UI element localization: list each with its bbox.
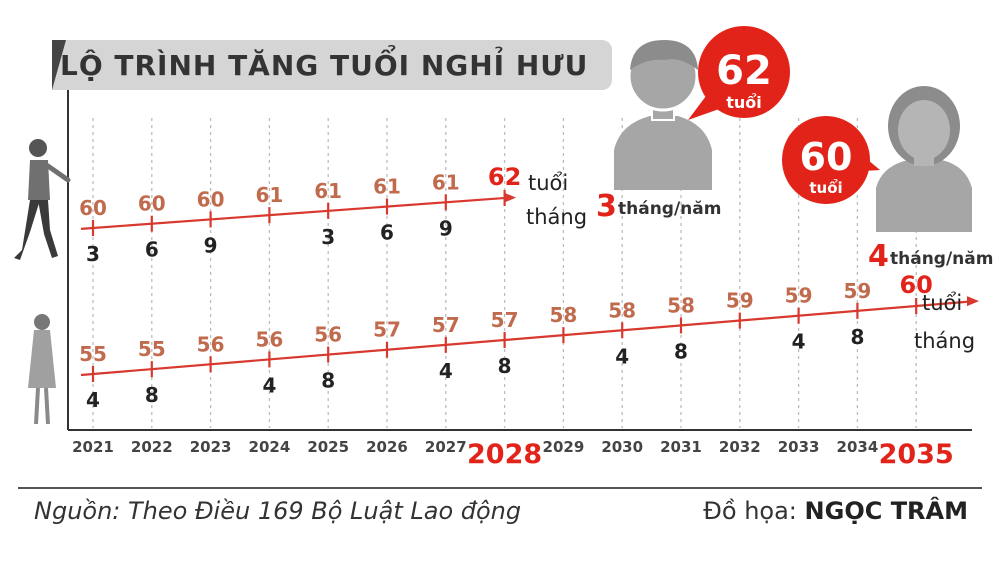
age-month-label: 9	[204, 233, 218, 257]
age-month-label: 3	[86, 242, 100, 266]
female-target-bubble: 60 tuổi	[782, 116, 880, 204]
x-tick-label: 2027	[425, 438, 467, 456]
age-year-label: 62	[488, 163, 521, 191]
x-tick-label: 2032	[719, 438, 761, 456]
age-year-label: 60	[138, 192, 166, 216]
man-avatar-icon	[614, 40, 712, 190]
age-year-label: 58	[608, 298, 636, 322]
unit-label-years: tuổi	[528, 171, 568, 195]
m-rate-unit: tháng/năm	[618, 199, 721, 219]
age-year-label: 56	[197, 332, 225, 356]
x-tick-label: 2030	[601, 438, 643, 456]
age-year-label: 55	[138, 337, 166, 361]
unit-label-years: tuổi	[922, 291, 962, 315]
f-rate-num: 4	[868, 239, 889, 274]
unit-label-months: tháng	[526, 205, 587, 229]
male-target-bubble: 62 tuổi	[688, 26, 790, 120]
m-bubble-age: 62	[716, 48, 772, 94]
line-arrow	[967, 296, 979, 307]
line-arrow	[504, 192, 516, 203]
f-bubble-age: 60	[800, 135, 853, 179]
x-tick-label: 2034	[837, 438, 879, 456]
age-year-label: 61	[373, 175, 401, 199]
age-month-label: 4	[792, 330, 806, 354]
m-bubble-unit: tuổi	[726, 93, 762, 112]
age-year-label: 60	[79, 196, 107, 220]
age-month-label: 4	[86, 388, 100, 412]
x-tick-labels: 2021 2022 2023 2024 2025 2026 2027 2028 2029 2030…	[72, 438, 954, 470]
age-year-label: 60	[197, 187, 225, 211]
man-walking-figure	[14, 139, 71, 260]
age-month-label: 8	[498, 354, 512, 378]
age-year-label: 59	[785, 284, 813, 308]
title-accent	[52, 40, 66, 90]
series-line	[80, 300, 976, 377]
x-tick-label: 2029	[543, 438, 585, 456]
age-month-label: 8	[321, 369, 335, 393]
age-year-label: 56	[255, 327, 283, 351]
x-tick-label: 2025	[307, 438, 349, 456]
age-month-label: 8	[674, 339, 688, 363]
x-tick-label: 2021	[72, 438, 114, 456]
age-month-label: 4	[262, 373, 276, 397]
woman-avatar-icon	[876, 86, 972, 232]
data-labels: tuổi tháng 60 3 60 6 60 9 61 61 3 61 6 61 9 62 tuổi tháng…	[79, 163, 975, 412]
x-tick-label: 2035	[879, 439, 954, 470]
age-year-label: 57	[491, 308, 519, 332]
age-year-label: 58	[549, 303, 577, 327]
age-year-label: 58	[667, 293, 695, 317]
age-month-label: 8	[850, 325, 864, 349]
age-year-label: 61	[255, 183, 283, 207]
x-tick-label: 2022	[131, 438, 173, 456]
female-rate: 4 tháng/năm	[868, 239, 993, 274]
age-month-label: 6	[145, 238, 159, 262]
unit-label-months: tháng	[914, 329, 975, 353]
age-month-label: 6	[380, 221, 394, 245]
m-rate-num: 3	[596, 189, 617, 224]
x-tick-label: 2033	[778, 438, 820, 456]
x-tick-label: 2031	[660, 438, 702, 456]
age-year-label: 55	[79, 342, 107, 366]
f-rate-unit: tháng/năm	[890, 249, 993, 269]
source-note: Nguồn: Theo Điều 169 Bộ Luật Lao động	[34, 497, 522, 525]
credit-note: Đồ họa: NGỌC TRÂM	[703, 497, 968, 525]
footer-divider	[18, 487, 982, 489]
page-title: LỘ TRÌNH TĂNG TUỔI NGHỈ HƯU	[60, 49, 589, 82]
x-tick-label: 2026	[366, 438, 408, 456]
x-tick-label: 2023	[190, 438, 232, 456]
woman-standing-figure	[28, 314, 56, 425]
title-background	[52, 40, 612, 90]
age-year-label: 57	[432, 313, 460, 337]
age-year-label: 60	[899, 271, 932, 299]
age-year-label: 61	[314, 179, 342, 203]
age-month-label: 8	[145, 383, 159, 407]
age-year-label: 57	[373, 318, 401, 342]
age-month-label: 9	[439, 216, 453, 240]
f-bubble-unit: tuổi	[809, 178, 842, 197]
age-year-label: 59	[843, 279, 871, 303]
age-month-label: 4	[615, 344, 629, 368]
age-month-label: 3	[321, 225, 335, 249]
age-month-label: 4	[439, 359, 453, 383]
series-lines	[80, 190, 979, 382]
credit-prefix: Đồ họa:	[703, 497, 797, 525]
age-year-label: 59	[726, 289, 754, 313]
credit-name: NGỌC TRÂM	[804, 497, 968, 525]
x-tick-label: 2024	[249, 438, 291, 456]
age-year-label: 56	[314, 323, 342, 347]
male-rate: 3 tháng/năm	[596, 189, 721, 224]
x-tick-label: 2028	[467, 439, 542, 470]
age-year-label: 61	[432, 170, 460, 194]
